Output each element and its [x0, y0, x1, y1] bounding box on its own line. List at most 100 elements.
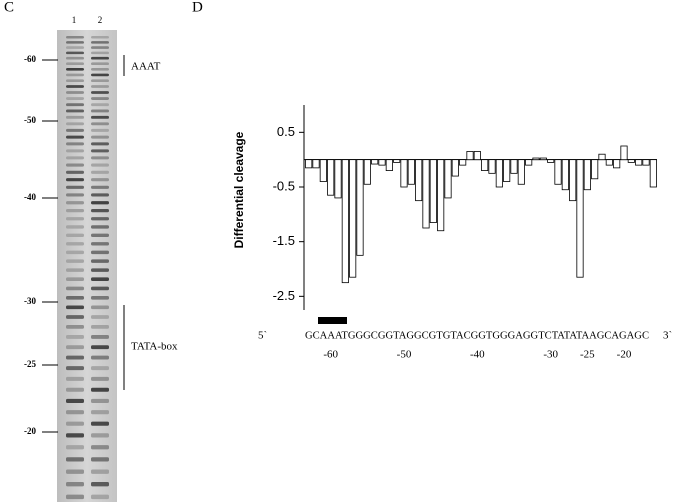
gel-band: [66, 433, 84, 438]
gel-band: [91, 433, 109, 438]
bar: [532, 157, 540, 161]
gel-band: [66, 325, 84, 329]
y-tick-label: -1.5: [273, 233, 295, 248]
gel-band: [66, 201, 84, 205]
gel-band: [91, 156, 109, 160]
gel-band: [91, 410, 109, 415]
gel-band: [66, 41, 84, 44]
gel-band: [66, 209, 84, 213]
gel-band: [66, 103, 84, 107]
bar: [503, 159, 511, 182]
bar: [415, 159, 423, 202]
gel-band: [91, 286, 109, 291]
gel-band: [91, 217, 109, 221]
annotation: AAAT: [131, 61, 161, 73]
gel-band: [66, 315, 84, 319]
gel-tick-label: -30: [24, 296, 36, 306]
bar: [459, 159, 467, 166]
gel-band: [91, 41, 109, 44]
gel-band: [66, 73, 84, 77]
gel-band: [91, 209, 109, 213]
bar: [312, 159, 320, 169]
gel-band: [91, 51, 109, 55]
gel-band: [91, 366, 109, 371]
gel-band: [66, 268, 84, 272]
sequence-end: 5`: [258, 330, 267, 342]
x-tick-label: -40: [470, 349, 485, 361]
bar: [517, 159, 525, 185]
bar: [510, 159, 518, 174]
gel-band: [66, 387, 84, 392]
bar: [627, 159, 635, 163]
gel-image: [57, 30, 117, 502]
gel-tick-label: -50: [24, 115, 36, 125]
gel-band: [91, 315, 109, 319]
x-tick-label: -50: [397, 349, 412, 361]
gel-band: [91, 185, 109, 189]
bar: [407, 159, 415, 185]
bar: [466, 151, 474, 161]
gel-band: [66, 277, 84, 281]
gel-band: [66, 217, 84, 221]
gel-band: [66, 97, 84, 100]
gel-band: [66, 79, 84, 83]
gel-band: [66, 398, 84, 403]
gel-band: [66, 46, 84, 49]
gel-band: [66, 156, 84, 160]
gel-band: [66, 149, 84, 153]
gel-band: [66, 286, 84, 291]
x-tick-label: -25: [580, 349, 595, 361]
gel-band: [66, 410, 84, 415]
gel-band: [66, 163, 84, 167]
bar: [371, 159, 379, 165]
gel-band: [66, 421, 84, 426]
gel-band: [91, 494, 109, 500]
bar: [393, 159, 401, 163]
gel-band: [66, 91, 84, 94]
bar: [488, 159, 496, 174]
gel-band: [91, 355, 109, 360]
gel-band: [91, 56, 109, 60]
gel-band: [91, 445, 109, 450]
panel-label: C: [4, 0, 14, 15]
gel-band: [66, 345, 84, 350]
gel-band: [91, 387, 109, 392]
bar: [437, 159, 445, 232]
x-tick-label: -30: [543, 349, 558, 361]
gel-band: [91, 178, 109, 182]
gel-band: [66, 335, 84, 339]
gel-band: [91, 67, 109, 71]
bar: [356, 159, 364, 256]
y-axis-label: Differential cleavage: [232, 131, 246, 248]
gel-band: [66, 457, 84, 462]
gel-band: [91, 268, 109, 272]
gel-band: [66, 355, 84, 360]
gel-band: [66, 51, 84, 55]
gel-band: [91, 233, 109, 237]
gel-band: [91, 457, 109, 462]
gel-band: [91, 109, 109, 113]
gel-band: [91, 421, 109, 426]
bar: [591, 159, 599, 180]
bar: [547, 159, 555, 163]
gel-band: [91, 103, 109, 107]
bar: [495, 159, 503, 188]
gel-band: [66, 295, 84, 300]
gel-band: [91, 128, 109, 132]
lane-label: 2: [98, 15, 103, 25]
bar: [305, 159, 313, 169]
bar: [613, 159, 621, 169]
gel-band: [66, 115, 84, 119]
bar: [561, 159, 569, 191]
bar: [481, 159, 489, 172]
gel-band: [91, 91, 109, 94]
gel-band: [66, 242, 84, 246]
y-tick-label: -0.5: [273, 178, 295, 193]
gel-band: [91, 135, 109, 139]
gel-band: [66, 142, 84, 146]
gel-band: [91, 242, 109, 246]
bar: [525, 159, 533, 166]
gel-band: [66, 225, 84, 229]
sequence: GCAAATGGGCGGTAGGCGTGTACGGTGGGAGGTCTATATA…: [305, 330, 649, 342]
gel-band: [91, 325, 109, 329]
